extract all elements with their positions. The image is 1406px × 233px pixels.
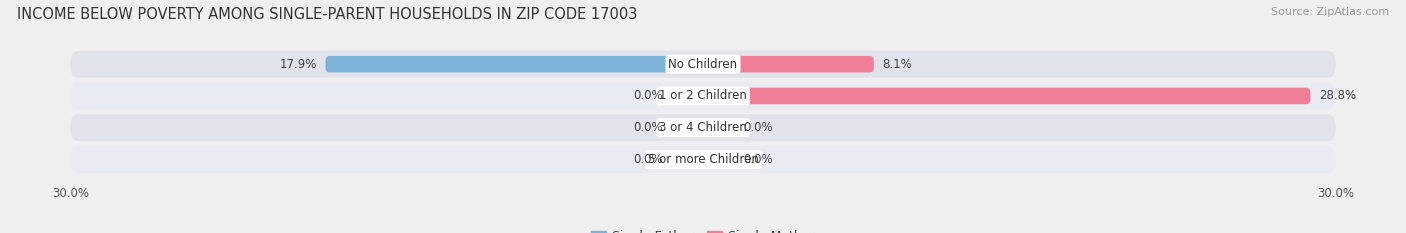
FancyBboxPatch shape [703,120,734,136]
FancyBboxPatch shape [70,146,1336,173]
FancyBboxPatch shape [326,56,703,72]
Text: 0.0%: 0.0% [744,153,773,166]
Text: 17.9%: 17.9% [280,58,318,71]
Legend: Single Father, Single Mother: Single Father, Single Mother [586,225,820,233]
FancyBboxPatch shape [703,88,1310,104]
Text: Source: ZipAtlas.com: Source: ZipAtlas.com [1271,7,1389,17]
FancyBboxPatch shape [672,88,703,104]
Text: 0.0%: 0.0% [633,121,664,134]
FancyBboxPatch shape [703,151,734,168]
Text: 8.1%: 8.1% [883,58,912,71]
Text: No Children: No Children [668,58,738,71]
Text: 0.0%: 0.0% [633,89,664,103]
Text: 0.0%: 0.0% [633,153,664,166]
Text: 3 or 4 Children: 3 or 4 Children [659,121,747,134]
Text: 28.8%: 28.8% [1319,89,1355,103]
Text: 1 or 2 Children: 1 or 2 Children [659,89,747,103]
Text: 5 or more Children: 5 or more Children [648,153,758,166]
FancyBboxPatch shape [672,151,703,168]
FancyBboxPatch shape [70,82,1336,110]
Text: 0.0%: 0.0% [744,121,773,134]
Text: INCOME BELOW POVERTY AMONG SINGLE-PARENT HOUSEHOLDS IN ZIP CODE 17003: INCOME BELOW POVERTY AMONG SINGLE-PARENT… [17,7,637,22]
FancyBboxPatch shape [70,51,1336,78]
FancyBboxPatch shape [70,114,1336,141]
FancyBboxPatch shape [703,56,873,72]
FancyBboxPatch shape [672,120,703,136]
